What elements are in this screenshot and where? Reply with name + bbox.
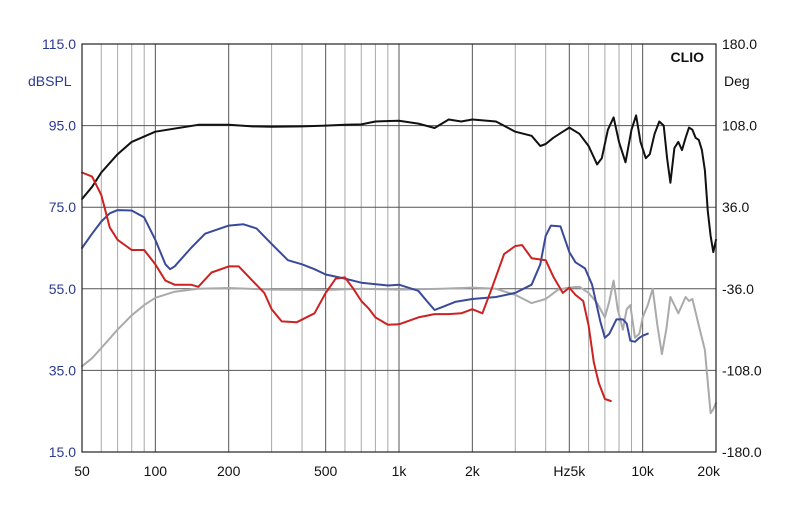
- left-axis-tick-label: 35.0: [49, 362, 76, 378]
- right-axis-tick-labels: 180.0 108.0 36.0 -36.0 -108.0 -180.0: [722, 36, 762, 460]
- left-axis-tick-label: 75.0: [49, 199, 76, 215]
- series-line-3: [81, 209, 649, 343]
- right-axis-tick-label: -108.0: [722, 362, 762, 378]
- left-axis-tick-label: 115.0: [42, 36, 76, 52]
- x-axis-tick-label: 200: [217, 463, 241, 479]
- series-line-2: [81, 114, 717, 254]
- series-layer: [81, 114, 717, 415]
- left-axis-tick-label: 55.0: [49, 281, 76, 297]
- x-axis-tick-labels: 50 100 200 500 1k 2k Hz5k 10k 20k: [74, 463, 721, 479]
- x-axis-tick-label: 100: [144, 463, 168, 479]
- x-axis-tick-label: Hz5k: [553, 463, 586, 479]
- right-axis-unit: Deg: [724, 73, 750, 89]
- x-axis-tick-label: 2k: [465, 463, 481, 479]
- x-axis-tick-label: 1k: [392, 463, 408, 479]
- left-axis-tick-label: 95.0: [49, 118, 76, 134]
- series-line-4: [81, 171, 612, 402]
- clio-brand-label: CLIO: [671, 49, 705, 65]
- right-axis-tick-label: -36.0: [722, 281, 754, 297]
- right-axis-tick-label: 180.0: [722, 36, 757, 52]
- series-line-1: [81, 279, 717, 415]
- plot-frame: [81, 43, 717, 453]
- x-axis-tick-label: 10k: [631, 463, 655, 479]
- minor-gridlines: [100, 44, 633, 452]
- x-axis-tick-label: 500: [314, 463, 338, 479]
- left-axis-unit: dBSPL: [28, 73, 72, 89]
- x-axis-tick-label: 20k: [697, 463, 721, 479]
- right-axis-tick-label: 36.0: [722, 199, 749, 215]
- right-axis-tick-label: 108.0: [722, 118, 757, 134]
- left-axis-tick-label: 15.0: [49, 444, 76, 460]
- left-axis-tick-labels: 115.0 95.0 75.0 55.0 35.0 15.0: [42, 36, 76, 460]
- right-axis-tick-label: -180.0: [722, 444, 762, 460]
- x-axis-tick-label: 50: [74, 463, 90, 479]
